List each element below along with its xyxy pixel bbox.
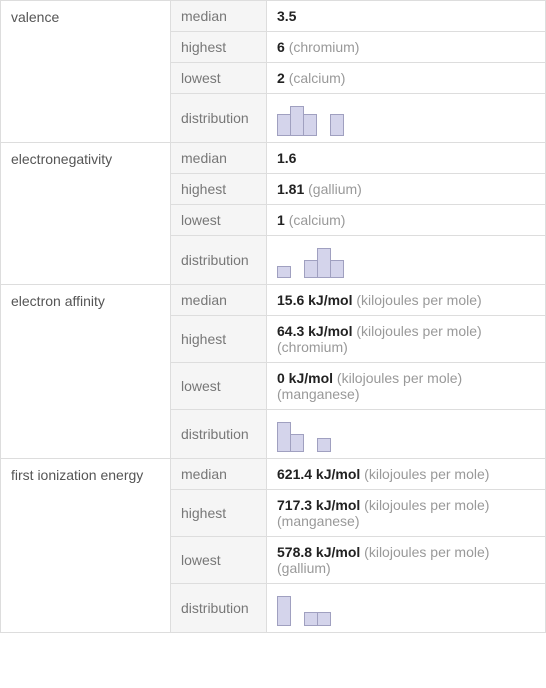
row-label-highest: highest	[171, 32, 267, 63]
histogram	[277, 242, 535, 278]
section-name-electronegativity: electronegativity	[1, 143, 171, 285]
row-label-highest: highest	[171, 316, 267, 363]
histogram-bar	[277, 114, 291, 136]
row-label-lowest: lowest	[171, 537, 267, 584]
histogram-bar	[290, 434, 304, 452]
value: 578.8 kJ/mol	[277, 544, 360, 560]
section-name-first-ionization-energy: first ionization energy	[1, 459, 171, 633]
row-label-distribution: distribution	[171, 584, 267, 633]
row-label-lowest: lowest	[171, 205, 267, 236]
section-name-electron-affinity: electron affinity	[1, 285, 171, 459]
section-name-valence: valence	[1, 1, 171, 143]
value: 0 kJ/mol	[277, 370, 333, 386]
unit: (calcium)	[289, 70, 346, 86]
first-ionization-energy-lowest: 578.8 kJ/mol (kilojoules per mole) (gall…	[267, 537, 546, 584]
unit: (calcium)	[289, 212, 346, 228]
valence-lowest: 2 (calcium)	[267, 63, 546, 94]
value: 2	[277, 70, 285, 86]
unit: (chromium)	[289, 39, 360, 55]
valence-highest: 6 (chromium)	[267, 32, 546, 63]
histogram-bar	[290, 106, 304, 136]
unit: (kilojoules per mole)	[364, 466, 489, 482]
histogram	[277, 100, 535, 136]
electronegativity-distribution	[267, 236, 546, 285]
valence-median: 3.5	[267, 1, 546, 32]
value: 64.3 kJ/mol	[277, 323, 353, 339]
row-label-distribution: distribution	[171, 410, 267, 459]
row-label-highest: highest	[171, 174, 267, 205]
histogram-bar	[277, 266, 291, 278]
value: 621.4 kJ/mol	[277, 466, 360, 482]
electron-affinity-distribution	[267, 410, 546, 459]
value: 3.5	[277, 8, 296, 24]
row-label-distribution: distribution	[171, 94, 267, 143]
value: 15.6 kJ/mol	[277, 292, 353, 308]
histogram-bar	[317, 612, 331, 626]
histogram	[277, 590, 535, 626]
first-ionization-energy-highest: 717.3 kJ/mol (kilojoules per mole) (mang…	[267, 490, 546, 537]
properties-table: valence median 3.5 highest 6 (chromium) …	[0, 0, 546, 633]
value: 6	[277, 39, 285, 55]
row-label-median: median	[171, 285, 267, 316]
value: 1	[277, 212, 285, 228]
row-label-highest: highest	[171, 490, 267, 537]
histogram-bar	[330, 260, 344, 278]
row-label-distribution: distribution	[171, 236, 267, 285]
row-label-median: median	[171, 1, 267, 32]
histogram-bar	[277, 596, 291, 626]
electronegativity-lowest: 1 (calcium)	[267, 205, 546, 236]
row-label-median: median	[171, 143, 267, 174]
first-ionization-energy-distribution	[267, 584, 546, 633]
histogram-bar	[277, 422, 291, 452]
electron-affinity-median: 15.6 kJ/mol (kilojoules per mole)	[267, 285, 546, 316]
row-label-lowest: lowest	[171, 63, 267, 94]
row-label-lowest: lowest	[171, 363, 267, 410]
histogram-bar	[317, 438, 331, 452]
histogram	[277, 416, 535, 452]
histogram-bar	[304, 612, 318, 626]
value: 1.6	[277, 150, 296, 166]
histogram-bar	[303, 114, 317, 136]
valence-distribution	[267, 94, 546, 143]
row-label-median: median	[171, 459, 267, 490]
electron-affinity-lowest: 0 kJ/mol (kilojoules per mole) (manganes…	[267, 363, 546, 410]
value: 717.3 kJ/mol	[277, 497, 360, 513]
unit: (kilojoules per mole)	[356, 292, 481, 308]
histogram-bar	[330, 114, 344, 136]
histogram-bar	[317, 248, 331, 278]
electronegativity-median: 1.6	[267, 143, 546, 174]
value: 1.81	[277, 181, 304, 197]
first-ionization-energy-median: 621.4 kJ/mol (kilojoules per mole)	[267, 459, 546, 490]
unit: (gallium)	[308, 181, 362, 197]
electron-affinity-highest: 64.3 kJ/mol (kilojoules per mole) (chrom…	[267, 316, 546, 363]
histogram-bar	[304, 260, 318, 278]
electronegativity-highest: 1.81 (gallium)	[267, 174, 546, 205]
